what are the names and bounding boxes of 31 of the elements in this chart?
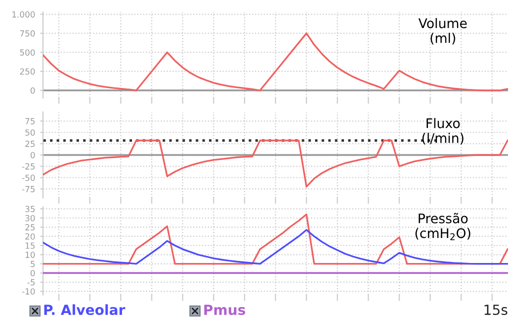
- y-tick-label: -50: [22, 174, 35, 181]
- y-tick-label: 500: [20, 49, 35, 56]
- line-series: [43, 229, 508, 265]
- text: P. Alveolar: [44, 304, 126, 316]
- y-tick-label: 250: [20, 68, 35, 75]
- y-tick-label: 35: [25, 206, 35, 212]
- line-series: [43, 32, 508, 92]
- text: Fluxo (l/min): [422, 118, 464, 145]
- y-tick-label: 10: [26, 252, 35, 258]
- text: Pressão (cmH$_{2}$O): [415, 212, 470, 240]
- y-tick-label: -75: [22, 186, 35, 192]
- y-tick-label: 5: [30, 260, 35, 268]
- text: Pmus: [204, 304, 246, 316]
- y-tick-label: 25: [25, 140, 35, 147]
- y-tick-label: 30: [25, 214, 35, 222]
- y-tick-label: -10: [22, 288, 35, 295]
- y-tick-label: 1.000: [12, 11, 35, 18]
- y-tick-label: 15: [26, 242, 35, 249]
- line-series: [43, 214, 508, 265]
- y-tick-label: 20: [25, 233, 35, 240]
- text: Volume (ml): [418, 18, 467, 45]
- y-tick-label: -5: [27, 279, 35, 286]
- y-tick-label: -25: [22, 163, 35, 170]
- text: 15s: [484, 304, 508, 316]
- y-tick-label: 0: [30, 87, 35, 94]
- y-tick-label: 750: [20, 30, 35, 37]
- y-tick-label: 50: [25, 129, 35, 136]
- y-tick-label: 75: [25, 118, 35, 124]
- y-tick-label: 0: [30, 270, 35, 276]
- y-tick-label: 0: [30, 152, 35, 158]
- y-tick-label: 25: [25, 224, 35, 230]
